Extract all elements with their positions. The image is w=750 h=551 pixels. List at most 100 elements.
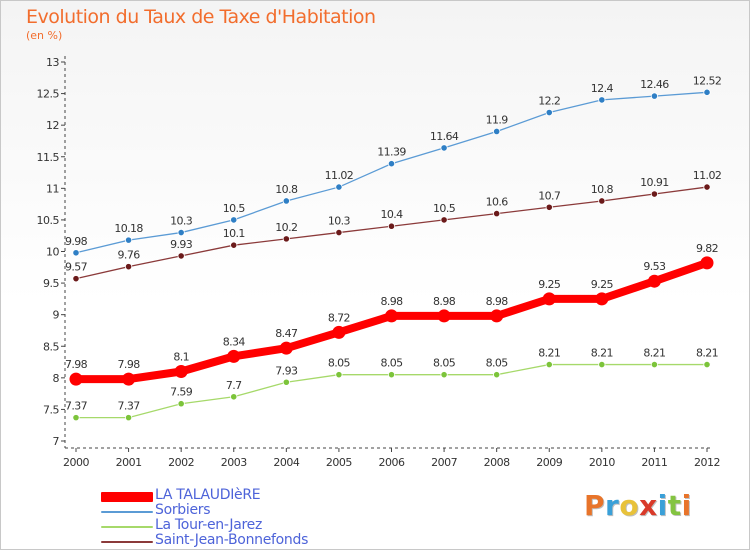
data-label: 8.98 [380,295,403,308]
data-point [493,371,501,379]
x-tick-label: 2009 [536,456,562,469]
data-point [332,325,346,339]
legend-swatch-la-talaudiere [101,492,153,502]
data-label: 10.7 [538,189,561,202]
data-label: 9.82 [696,242,718,255]
x-tick-label: 2004 [273,456,299,469]
data-point [437,309,451,323]
data-label: 7.7 [226,379,242,392]
data-label: 9.53 [643,260,666,273]
data-label: 9.25 [538,278,561,291]
x-tick-label: 2007 [431,456,457,469]
data-label: 7.93 [275,364,298,377]
proxiti-logo: Proxiti [584,489,692,522]
y-tick-label: 8.5 [43,340,59,353]
data-label: 8.05 [380,357,403,370]
series-line [75,186,708,280]
data-point [177,228,185,237]
y-tick-label: 10.5 [37,214,60,227]
data-point [440,144,448,152]
data-point [598,197,606,205]
data-point [72,414,80,422]
legend-swatch-sorbiers [101,511,153,513]
data-label: 12.4 [591,82,614,95]
data-point [282,197,290,205]
data-point [230,393,238,401]
data-label: 8.98 [486,295,509,308]
data-point [282,235,290,243]
data-label: 7.37 [118,400,141,413]
data-point [703,183,711,191]
data-label: 7.98 [118,358,141,371]
y-tick-label: 12.5 [37,88,60,101]
data-point [279,341,293,355]
legend-label-sorbiers: Sorbiers [155,502,211,518]
data-label: 8.1 [173,351,189,364]
x-tick-label: 2001 [116,456,142,469]
data-label: 8.21 [643,347,665,360]
data-label: 8.21 [591,347,613,360]
y-tick-label: 11.5 [37,151,60,164]
x-tick-label: 2008 [484,456,510,469]
data-point [545,108,553,117]
data-label: 7.37 [65,400,88,413]
data-point [72,275,80,283]
data-point [174,365,188,379]
data-point [385,309,398,323]
data-point [700,256,714,270]
series-la-talaudi-re: 7.98 7.98 8.1 8.34 8.47 8.72 8.98 8.98 8.98 9.25 9… [65,242,719,386]
data-point [124,414,133,422]
x-tick-label: 2006 [379,456,405,469]
data-label: 8.05 [433,357,456,370]
data-point [598,360,606,369]
data-point [493,210,501,218]
y-tick-label: 10 [46,246,59,259]
x-tick-label: 2010 [589,456,615,469]
series-la-tour-en-jarez: 7.37 7.37 7.59 7.7 7.93 8.05 8.05 8.05 8.05 8.21 8… [65,347,719,422]
data-label: 12.52 [693,74,722,87]
data-point [387,160,396,168]
data-label: 10.3 [328,215,351,228]
data-label: 9.98 [65,235,88,248]
data-point [335,228,343,237]
y-tick-label: 7 [53,435,60,448]
data-point [230,241,238,249]
data-label: 8.05 [328,357,351,370]
data-point [650,360,659,369]
x-tick-label: 2011 [641,456,667,469]
data-label: 10.18 [114,222,143,235]
data-label: 8.47 [275,327,298,340]
data-point [177,252,185,260]
series-sorbiers: 9.98 10.18 10.3 10.5 10.8 11.02 11.39 11.64 11.9… [65,74,722,257]
data-point [124,236,133,244]
y-tick-label: 11 [46,182,59,195]
data-point [545,360,553,369]
axes: 7 7.5 8 8.5 9 9.5 10 10.5 11 11.5 12 12.5 13 2000 2001… [37,56,721,469]
data-point [69,372,83,386]
data-label: 8.05 [486,357,509,370]
data-point [335,371,343,379]
data-point [387,371,396,379]
x-tick-label: 2003 [221,456,247,469]
data-point [124,263,133,271]
chart-title: Evolution du Taux de Taxe d'Habitation [26,6,376,28]
data-point [335,183,343,191]
data-point [703,88,711,96]
data-label: 10.5 [223,202,246,215]
data-label: 9.57 [65,261,88,274]
data-label: 8.72 [328,311,350,324]
data-label: 10.8 [275,183,298,196]
legend-swatch-saint-jean-bonnefonds [101,541,153,543]
y-tick-label: 8 [53,372,60,385]
data-point [227,349,241,363]
data-point [650,92,659,100]
x-tick-label: 2000 [63,456,89,469]
data-point [72,249,80,257]
data-label: 10.8 [591,183,614,196]
data-point [650,190,659,198]
data-point [490,309,504,323]
y-tick-label: 13 [46,56,59,69]
data-label: 12.2 [538,95,560,108]
data-point [122,372,136,386]
